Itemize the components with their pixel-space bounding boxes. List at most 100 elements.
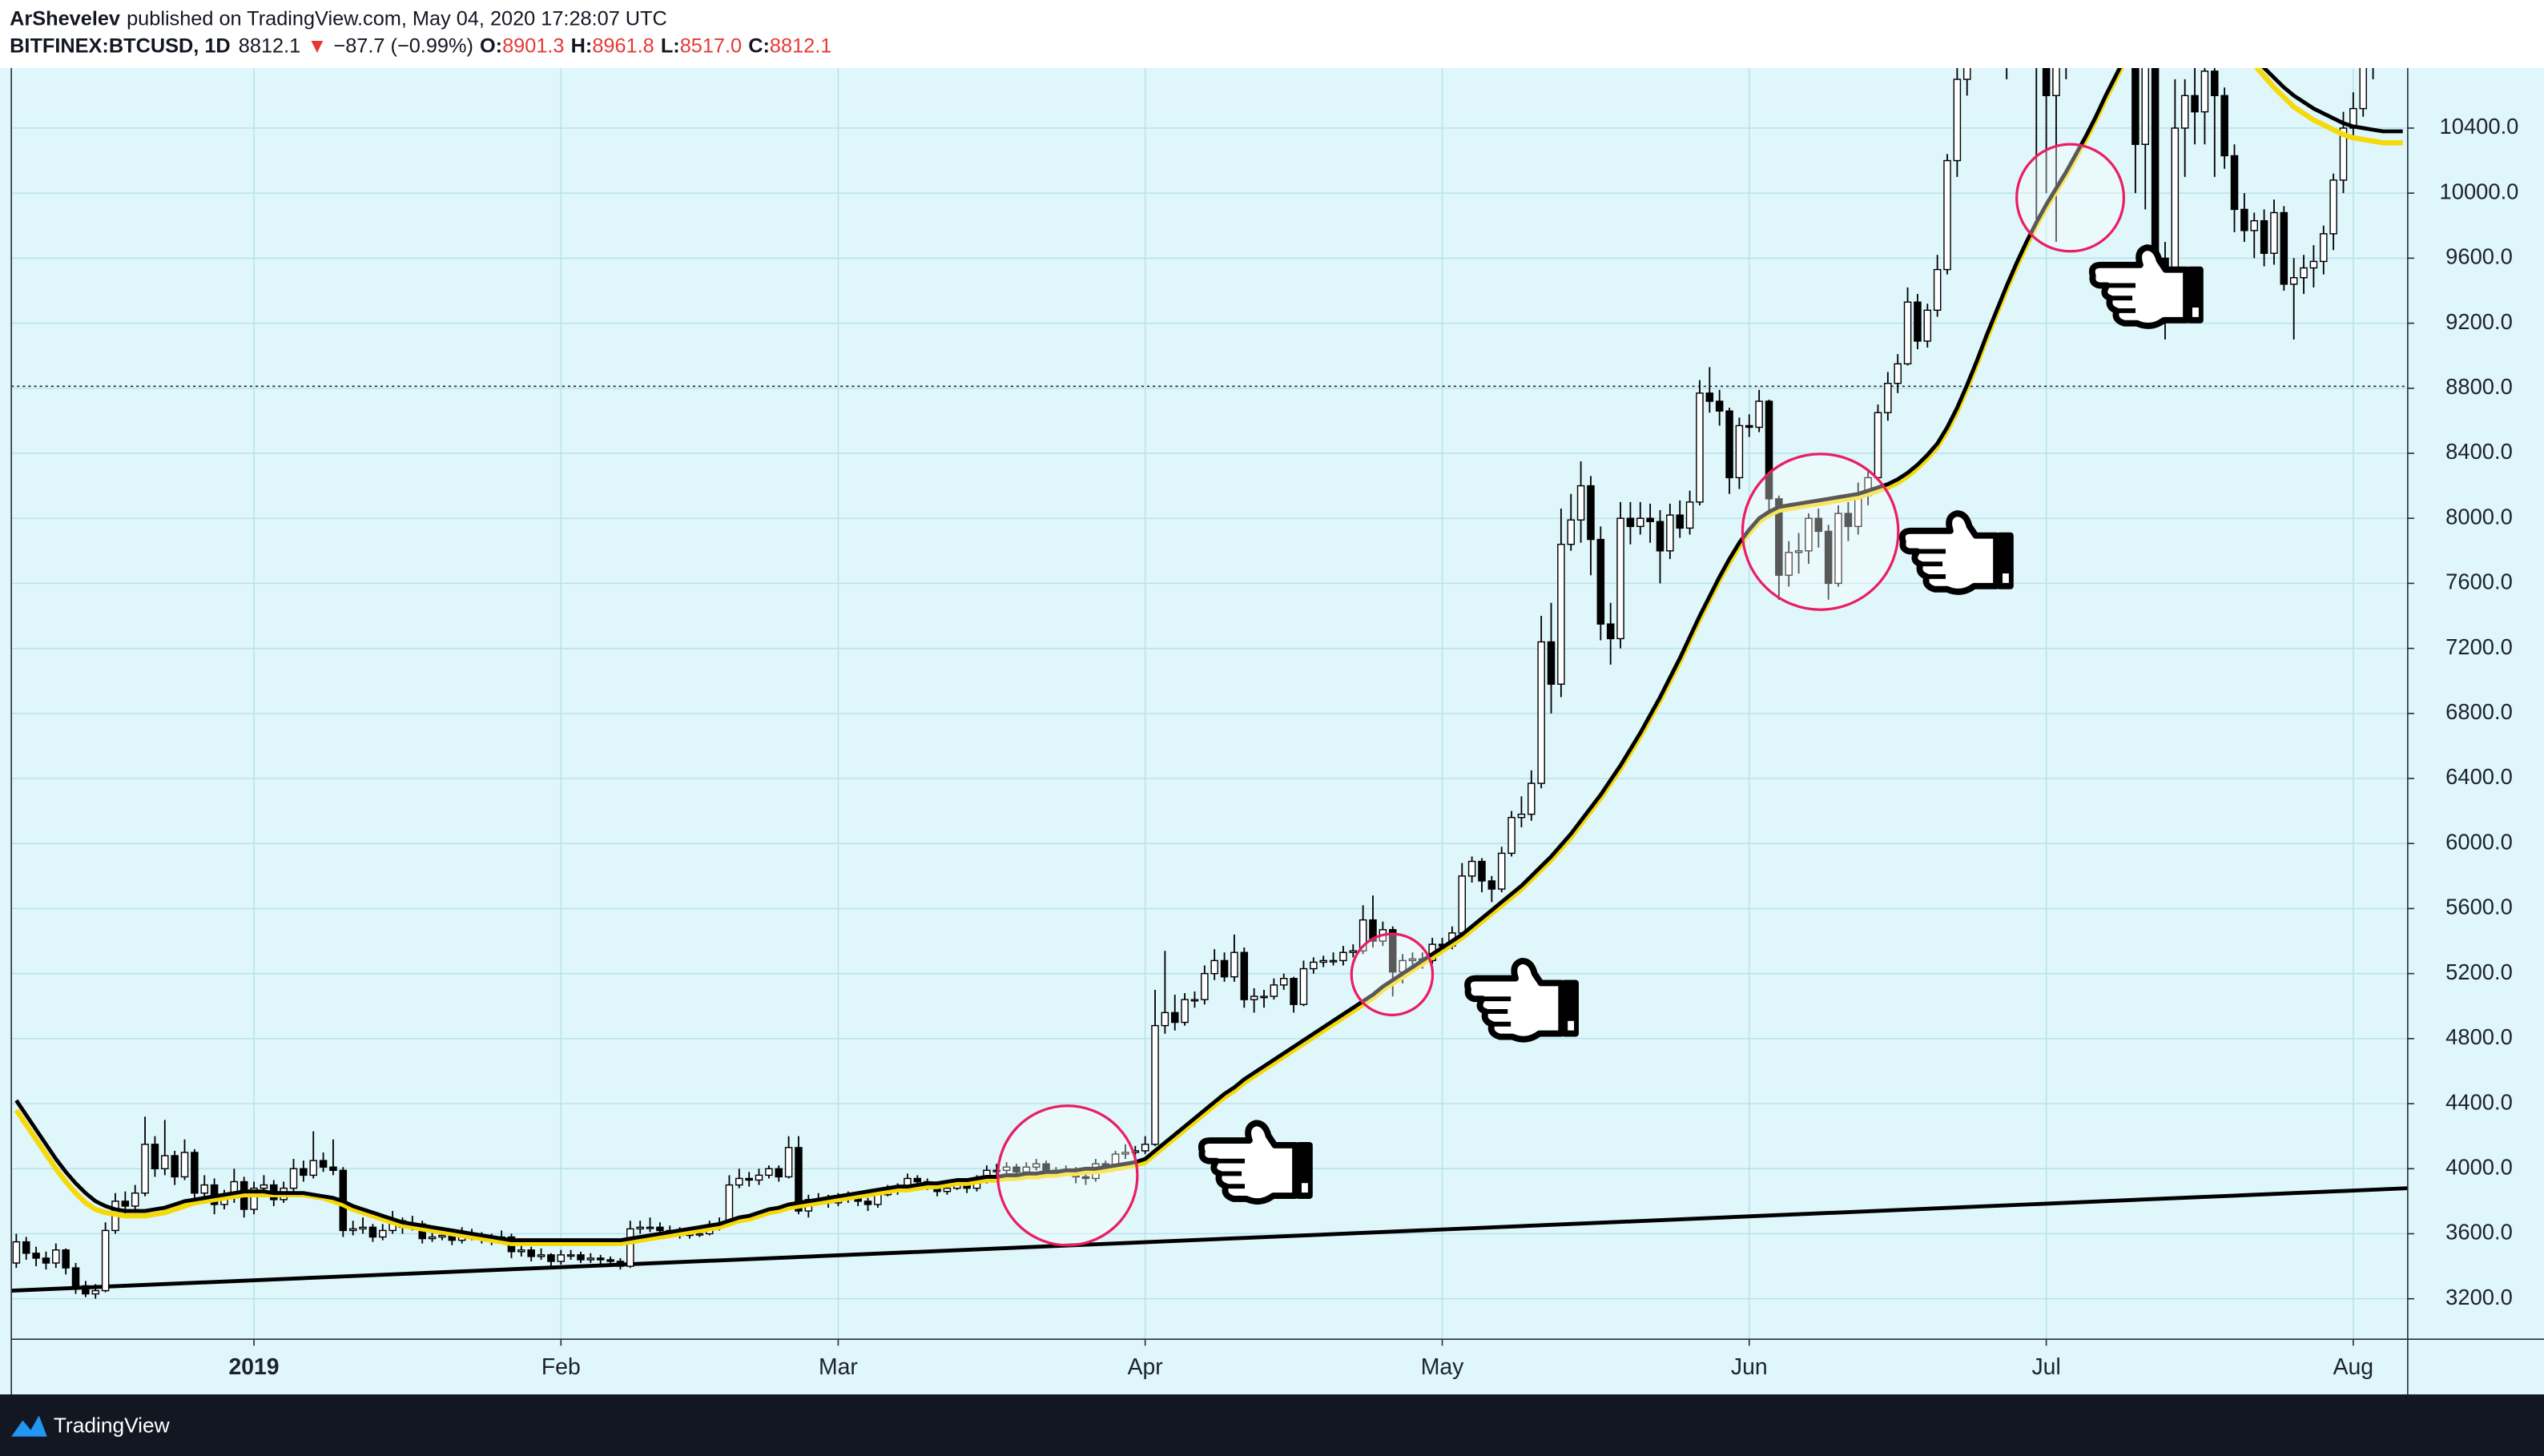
candle-body: [12, 1241, 21, 1264]
candle-body: [319, 1160, 328, 1168]
candle-body: [1735, 424, 1744, 479]
high-value: 8961.8: [592, 34, 654, 57]
candle-body: [1458, 875, 1467, 934]
candle-body: [1576, 485, 1585, 521]
candle-body: [438, 1234, 446, 1238]
symbol-line: BITFINEX:BTCUSD, 1D 8812.1 ▼ −87.7 (−0.99%)…: [10, 34, 831, 57]
change: −87.7 (−0.99%): [333, 34, 473, 57]
y-tick-label: 3600.0: [2445, 1220, 2513, 1245]
candle-body: [2191, 95, 2199, 113]
y-tick-label: 7200.0: [2445, 634, 2513, 659]
candle-body: [309, 1160, 317, 1176]
moving-average-line: [14, 68, 2403, 1243]
candle-body: [2289, 277, 2298, 285]
axes: 3200.0 3600.0 4000.0 4400.0 4800.0 5200.0 5600…: [229, 114, 2519, 1380]
candle-body: [517, 1249, 525, 1253]
candle-body: [1528, 782, 1536, 815]
candle-body: [1517, 813, 1526, 818]
candle-body: [1467, 860, 1476, 877]
candle-body: [1616, 517, 1624, 640]
candle-body: [1349, 950, 1358, 953]
candle-body: [1141, 1144, 1149, 1152]
candle-body: [795, 1147, 803, 1212]
candle-body: [1290, 978, 1298, 1005]
candle-body: [1844, 513, 1853, 528]
y-tick-label: 4000.0: [2445, 1154, 2513, 1179]
candle-body: [2052, 68, 2060, 97]
close-label: C:: [748, 34, 770, 57]
candle-body: [2280, 211, 2288, 285]
candle-body: [1240, 951, 1249, 1000]
candle-body: [1725, 410, 1733, 479]
candle-body: [1310, 961, 1318, 970]
candle-body: [42, 1257, 50, 1264]
grid: [11, 68, 2408, 1340]
candle-body: [626, 1228, 634, 1267]
candle-body: [1606, 623, 1615, 640]
candle-body: [289, 1168, 298, 1189]
candle-body: [1953, 78, 1962, 162]
candle-body: [1151, 1024, 1159, 1145]
candle-body: [2180, 95, 2189, 129]
candle-body: [2141, 68, 2150, 145]
candle-body: [191, 1152, 199, 1194]
y-tick-label: 8400.0: [2445, 439, 2513, 464]
y-tick-label: 6400.0: [2445, 764, 2513, 789]
candle-body: [2211, 70, 2219, 97]
candle-body: [131, 1193, 139, 1207]
low-value: 8517.0: [680, 34, 742, 57]
candle-body: [547, 1254, 555, 1262]
y-tick-label: 4400.0: [2445, 1089, 2513, 1114]
candle-body: [1943, 159, 1951, 271]
candle-body: [1656, 521, 1664, 552]
candle-body: [1012, 1166, 1020, 1173]
candle-body: [557, 1254, 566, 1262]
candle-body: [1497, 852, 1506, 890]
highlight-circle: [2015, 143, 2126, 253]
candle-body: [2171, 127, 2180, 284]
y-tick-label: 5600.0: [2445, 895, 2513, 919]
candle-body: [1765, 400, 1773, 500]
candle-body: [943, 1187, 952, 1193]
candle-body: [2151, 68, 2160, 259]
y-tick-label: 4800.0: [2445, 1024, 2513, 1049]
y-tick-label: 9600.0: [2445, 244, 2513, 269]
candle-body: [1388, 929, 1397, 973]
candle-body: [1002, 1166, 1011, 1172]
candle-body: [329, 1166, 337, 1172]
symbol: BITFINEX:BTCUSD, 1D: [10, 34, 231, 57]
candle-body: [2309, 260, 2318, 269]
candle-body: [537, 1254, 545, 1257]
candle-body: [1359, 919, 1367, 951]
candle-body: [1260, 995, 1268, 999]
candle-body: [1666, 514, 1674, 552]
candle-body: [765, 1168, 773, 1176]
candle-body: [1270, 984, 1278, 997]
candle-body: [745, 1177, 753, 1181]
candle-body: [200, 1184, 209, 1194]
x-tick-label: Mar: [819, 1354, 858, 1380]
candle-body: [2329, 179, 2337, 235]
candle-body: [1933, 268, 1942, 312]
candle-body: [1785, 552, 1793, 576]
candle-body: [180, 1152, 189, 1178]
publish-line: ArShevelev published on TradingView.com, …: [10, 7, 667, 30]
candle-body: [2230, 155, 2239, 211]
candle-body: [1894, 363, 1902, 384]
candle-body: [1824, 530, 1833, 585]
candle-body: [1220, 959, 1229, 978]
candle-body: [428, 1236, 437, 1240]
trendline: [11, 1186, 2408, 1293]
candle-body: [784, 1147, 793, 1178]
candle-body: [1587, 485, 1595, 541]
candle-body: [1874, 412, 1882, 479]
candle-body: [1279, 978, 1288, 986]
candle-body: [695, 1233, 704, 1236]
candle-body: [82, 1285, 90, 1295]
candle-body: [874, 1194, 882, 1205]
candle-body: [863, 1201, 872, 1205]
candle-body: [2300, 267, 2308, 279]
candle-body: [1567, 519, 1576, 545]
candle-body: [1626, 517, 1635, 528]
candle-body: [577, 1254, 585, 1261]
